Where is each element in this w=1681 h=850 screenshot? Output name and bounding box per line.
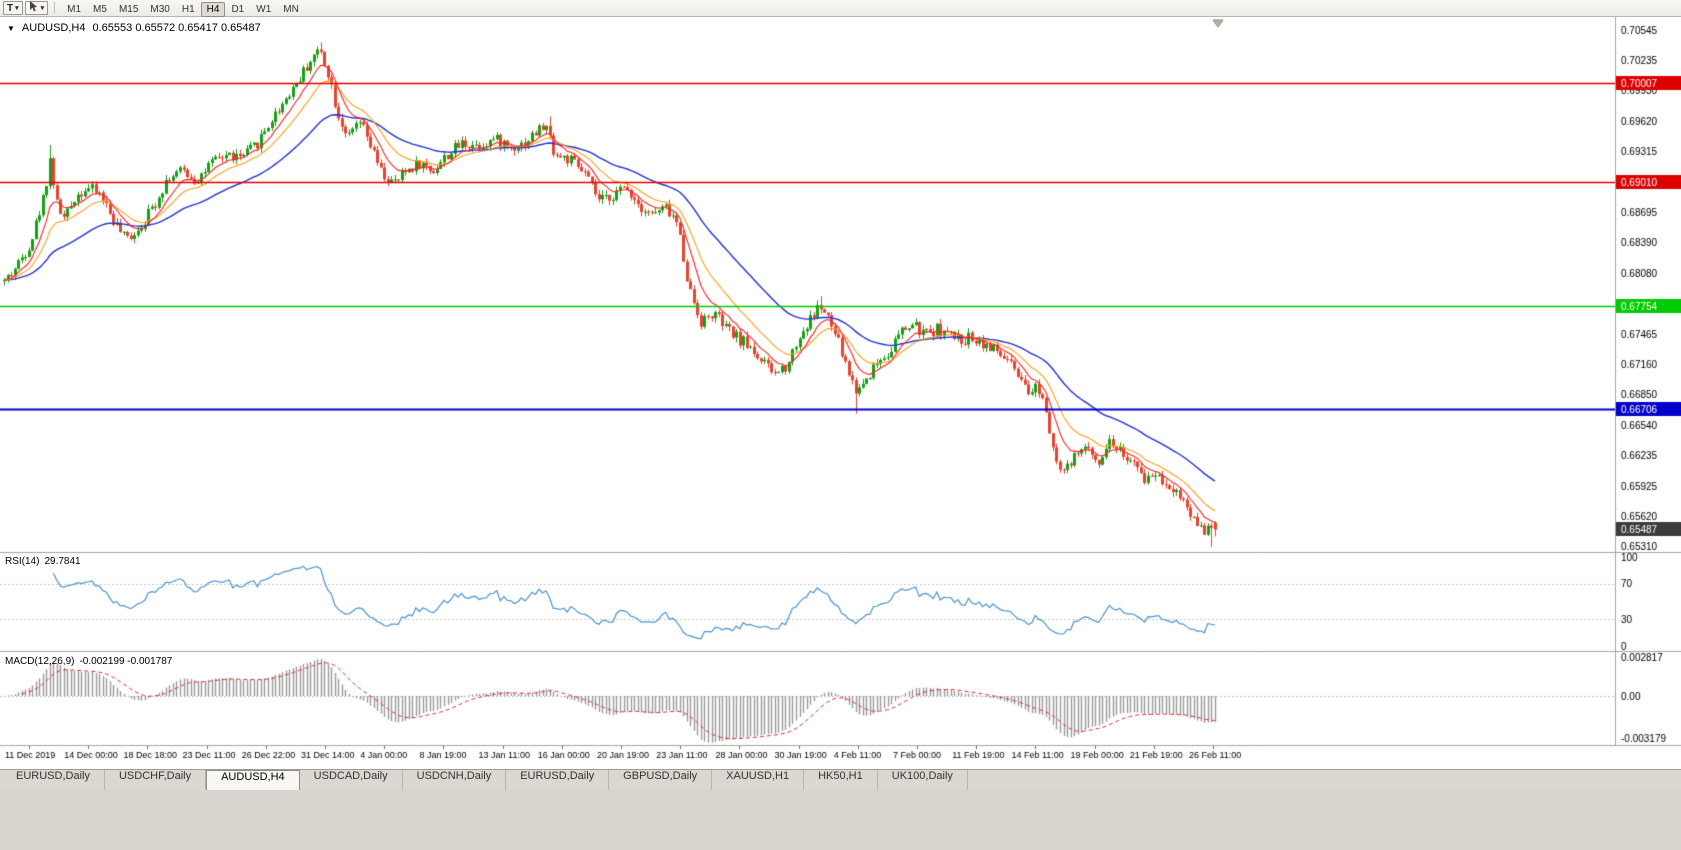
chart-tab-gbpusd-daily[interactable]: GBPUSD,Daily [609, 770, 713, 790]
timeframe-button-m15[interactable]: M15 [113, 2, 144, 17]
rsi-value: 29.7841 [44, 556, 81, 567]
chart-region: ▼ AUDUSD,H4 0.65553 0.65572 0.65417 0.65… [0, 17, 1681, 769]
timeframe-button-mn[interactable]: MN [277, 2, 305, 17]
chart-tab-uk100-daily[interactable]: UK100,Daily [878, 770, 968, 790]
cursor-icon [29, 1, 39, 15]
chart-tab-usdcnh-daily[interactable]: USDCNH,Daily [403, 770, 507, 790]
cursor-tool-button[interactable]: ▾ [24, 1, 49, 15]
text-tool-label: T [7, 2, 14, 14]
macd-indicator-label: MACD(12,26,9) -0.002199 -0.001787 [5, 656, 172, 667]
rsi-indicator-label: RSI(14) 29.7841 [5, 556, 81, 567]
timeframe-button-m1[interactable]: M1 [61, 2, 87, 17]
timeframe-button-m30[interactable]: M30 [144, 2, 175, 17]
chart-tab-usdcad-daily[interactable]: USDCAD,Daily [300, 770, 403, 790]
chart-tab-bar: EURUSD,Daily USDCHF,Daily AUDUSD,H4 USDCAD,… [0, 769, 1681, 790]
chart-symbol-label: AUDUSD,H4 [21, 22, 86, 34]
price-chart-canvas[interactable] [0, 17, 1681, 769]
timeframe-group: M1 M5 M15 M30 H1 H4 D1 W1 MN [61, 0, 305, 17]
timeframe-button-h4[interactable]: H4 [200, 2, 226, 17]
rsi-name: RSI(14) [5, 556, 40, 567]
timeframe-button-d1[interactable]: D1 [225, 2, 250, 17]
chart-tab-eurusd-daily[interactable]: EURUSD,Daily [506, 770, 610, 790]
macd-value: -0.002199 -0.001787 [79, 656, 173, 667]
chart-tab-eurusd-daily[interactable]: EURUSD,Daily [2, 770, 105, 790]
timeframe-button-m5[interactable]: M5 [87, 2, 113, 17]
toolbar-separator [54, 2, 56, 14]
macd-name: MACD(12,26,9) [5, 656, 75, 667]
chart-tab-hk50-h1[interactable]: HK50,H1 [804, 770, 878, 790]
timeframe-button-h1[interactable]: H1 [176, 2, 201, 17]
chart-tab-usdchf-daily[interactable]: USDCHF,Daily [105, 770, 207, 790]
chart-tab-audusd-h4[interactable]: AUDUSD,H4 [206, 770, 300, 790]
chart-title: ▼ AUDUSD,H4 0.65553 0.65572 0.65417 0.65… [7, 22, 261, 34]
chart-ohlc-readout: 0.65553 0.65572 0.65417 0.65487 [92, 22, 261, 34]
toolbar: T ▾ ▾ M1 M5 M15 M30 H1 H4 D1 W1 MN [0, 0, 1681, 17]
chevron-down-icon: ▾ [15, 4, 19, 12]
chart-tab-xauusd-h1[interactable]: XAUUSD,H1 [712, 770, 805, 790]
chevron-down-icon: ▾ [40, 4, 45, 12]
timeframe-button-w1[interactable]: W1 [250, 2, 277, 17]
bottom-filler [0, 790, 1681, 850]
chart-menu-icon[interactable]: ▼ [7, 23, 15, 33]
text-tool-button[interactable]: T ▾ [3, 1, 23, 15]
